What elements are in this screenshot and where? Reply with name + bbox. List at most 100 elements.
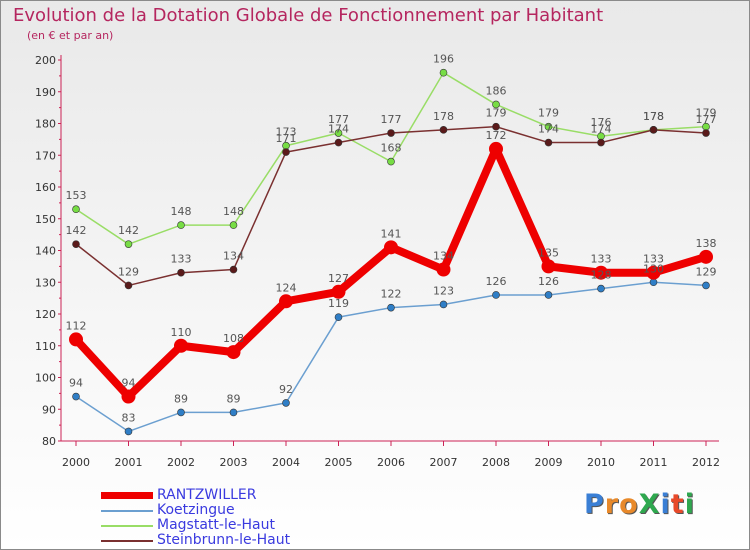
data-point bbox=[436, 262, 451, 277]
data-point bbox=[544, 122, 553, 131]
legend-swatch-koetzingue bbox=[101, 510, 153, 512]
x-tick-label: 2005 bbox=[325, 456, 353, 469]
data-point bbox=[124, 427, 133, 436]
data-label: 138 bbox=[696, 237, 717, 250]
data-label: 89 bbox=[227, 392, 241, 405]
x-tick-label: 2001 bbox=[115, 456, 143, 469]
data-point bbox=[384, 240, 398, 255]
data-label: 127 bbox=[328, 272, 349, 285]
data-label: 89 bbox=[174, 392, 188, 405]
data-point bbox=[124, 281, 133, 290]
chart-title: Evolution de la Dotation Globale de Fonc… bbox=[13, 5, 604, 26]
data-point bbox=[387, 303, 395, 312]
data-label: 141 bbox=[381, 227, 402, 240]
data-label: 174 bbox=[328, 123, 349, 136]
logo-letter: t bbox=[670, 489, 685, 520]
data-label: 134 bbox=[433, 250, 454, 263]
data-label: 178 bbox=[643, 110, 664, 123]
logo-letter: X bbox=[638, 489, 661, 520]
data-point bbox=[699, 249, 713, 264]
data-label: 129 bbox=[118, 265, 139, 278]
y-tick-label: 200 bbox=[35, 54, 56, 67]
data-point bbox=[334, 138, 343, 147]
data-label: 128 bbox=[591, 269, 612, 282]
data-point bbox=[72, 240, 80, 248]
data-label: 94 bbox=[122, 377, 136, 390]
logo-letter: i bbox=[660, 489, 671, 520]
data-label: 92 bbox=[279, 383, 293, 396]
y-tick-label: 180 bbox=[35, 118, 56, 131]
data-label: 177 bbox=[696, 113, 717, 126]
data-point bbox=[597, 138, 605, 147]
data-label: 83 bbox=[122, 411, 136, 424]
data-point bbox=[541, 259, 556, 274]
legend-swatch-rantzwiller bbox=[101, 492, 153, 499]
data-label: 153 bbox=[66, 189, 87, 202]
x-tick-label: 2004 bbox=[272, 456, 300, 469]
data-point bbox=[439, 300, 448, 309]
legend-label-koetzingue: Koetzingue bbox=[157, 502, 235, 518]
data-label: 129 bbox=[696, 265, 717, 278]
data-label: 112 bbox=[66, 319, 87, 332]
chart-subtitle: (en € et par an) bbox=[27, 29, 114, 42]
data-point bbox=[334, 313, 343, 321]
data-point bbox=[646, 265, 661, 280]
data-point bbox=[282, 399, 290, 407]
data-label: 178 bbox=[643, 110, 664, 123]
data-label: 123 bbox=[433, 284, 454, 297]
data-label: 122 bbox=[381, 288, 402, 301]
data-point bbox=[331, 284, 346, 299]
data-point bbox=[229, 221, 238, 229]
legend-swatch-magstatt bbox=[101, 525, 153, 527]
data-point bbox=[174, 338, 188, 353]
data-point bbox=[489, 141, 503, 156]
legend-swatch-steinbrunn bbox=[101, 540, 153, 542]
y-tick-label: 80 bbox=[42, 435, 56, 448]
data-point bbox=[177, 408, 185, 417]
x-tick-label: 2012 bbox=[692, 456, 720, 469]
data-point bbox=[544, 291, 553, 299]
x-tick-label: 2002 bbox=[167, 456, 195, 469]
x-tick-label: 2006 bbox=[377, 456, 405, 469]
x-tick-label: 2000 bbox=[62, 456, 90, 469]
data-point bbox=[124, 240, 133, 248]
data-label: 179 bbox=[538, 107, 559, 120]
data-point bbox=[121, 389, 136, 404]
data-point bbox=[649, 126, 658, 134]
proxiti-logo: ProXiti bbox=[584, 489, 695, 520]
data-label: 179 bbox=[486, 107, 507, 120]
data-label: 134 bbox=[223, 250, 244, 263]
data-point bbox=[597, 284, 605, 293]
data-point bbox=[72, 205, 80, 214]
data-label: 94 bbox=[69, 377, 83, 390]
data-label: 142 bbox=[118, 224, 139, 237]
data-label: 174 bbox=[538, 123, 559, 136]
data-point bbox=[702, 129, 710, 137]
data-point bbox=[229, 408, 238, 417]
data-label: 110 bbox=[171, 326, 192, 339]
data-point bbox=[649, 278, 658, 287]
data-label: 178 bbox=[433, 110, 454, 123]
data-point bbox=[439, 126, 448, 134]
y-tick-label: 140 bbox=[35, 245, 56, 258]
data-point bbox=[387, 157, 395, 166]
data-label: 124 bbox=[276, 281, 297, 294]
data-point bbox=[544, 138, 553, 147]
legend-label-rantzwiller: RANTZWILLER bbox=[157, 487, 257, 503]
data-point bbox=[439, 68, 448, 77]
legend-label-magstatt: Magstatt-le-Haut bbox=[157, 517, 275, 533]
data-label: 177 bbox=[328, 113, 349, 126]
logo-letter: P bbox=[584, 489, 605, 520]
logo-letter: i bbox=[684, 489, 695, 520]
y-tick-label: 110 bbox=[35, 340, 56, 353]
x-tick-label: 2011 bbox=[640, 456, 668, 469]
data-point bbox=[282, 148, 290, 156]
y-tick-label: 190 bbox=[35, 86, 56, 99]
data-label: 126 bbox=[538, 275, 559, 288]
data-label: 135 bbox=[538, 246, 559, 259]
series-line-rantzwiller bbox=[72, 144, 710, 401]
data-label: 133 bbox=[171, 253, 192, 266]
data-point bbox=[226, 345, 241, 360]
